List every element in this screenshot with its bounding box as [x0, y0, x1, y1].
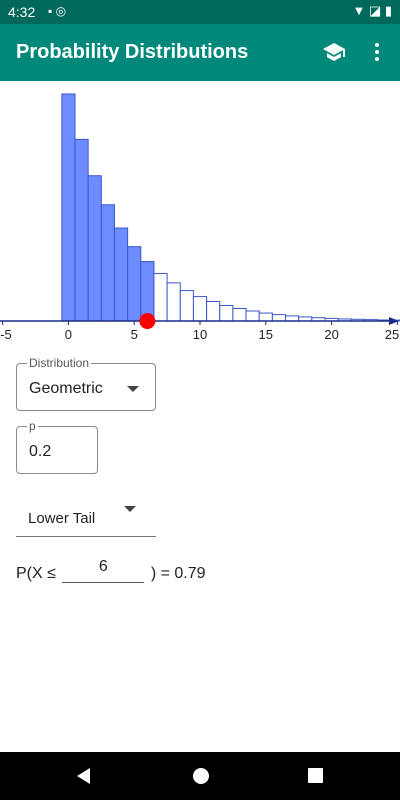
pmf-bar: [74, 138, 89, 322]
x-tick-label: 0: [65, 327, 72, 342]
status-time: 4:32: [8, 4, 36, 20]
distribution-label: Distribution: [27, 356, 92, 370]
distribution-chart[interactable]: -5 0 5 10 15 20 25: [0, 81, 400, 351]
pmf-bar: [100, 204, 115, 322]
pmf-bar: [232, 308, 247, 322]
status-bar: 4:32 ▪ ◎ ▼ ◪ ▮: [0, 0, 400, 24]
pmf-bar: [192, 296, 208, 322]
x-tick-label: 25: [385, 327, 399, 342]
distribution-select[interactable]: Distribution Geometric: [16, 356, 156, 411]
status-notification-icons: ▪ ◎: [48, 4, 67, 18]
pmf-bar: [179, 290, 194, 322]
app-title: Probability Distributions: [16, 41, 249, 63]
pmf-bar: [166, 282, 181, 322]
x-tick-label: 20: [324, 327, 338, 342]
pmf-bar: [285, 315, 300, 322]
tail-select[interactable]: Lower Tail: [16, 500, 156, 537]
probability-result: ) = 0.79: [150, 565, 206, 582]
school-icon[interactable]: [320, 38, 348, 66]
parameter-p-value: 0.2: [29, 443, 52, 460]
parameter-p-label: p: [27, 419, 38, 433]
x-tick-label: 5: [131, 327, 138, 342]
tail-value: Lower Tail: [28, 510, 96, 527]
pmf-bar: [206, 300, 221, 322]
pmf-bar: [87, 175, 102, 322]
parameter-p-field[interactable]: p 0.2: [16, 419, 98, 474]
probability-prefix: P(X ≤: [16, 565, 56, 582]
probability-expression: P(X ≤ 6 ) = 0.79: [16, 558, 206, 583]
x-axis-arrow: [389, 317, 399, 325]
pmf-bar: [140, 261, 155, 322]
x-value-marker[interactable]: [139, 313, 156, 329]
pmf-bar: [113, 227, 129, 322]
pmf-bar: [258, 312, 273, 322]
status-system-icons: ▼ ◪ ▮: [352, 3, 392, 18]
nav-bar: [0, 752, 400, 800]
pmf-bar: [219, 304, 234, 322]
pmf-bar: [245, 310, 260, 322]
more-vert-icon[interactable]: [363, 38, 391, 66]
x-value: 6: [98, 558, 108, 575]
x-tick-label: 10: [193, 327, 207, 342]
pmf-bar: [61, 93, 76, 322]
x-tick-label: -5: [0, 327, 12, 342]
x-value-input[interactable]: 6: [62, 558, 145, 583]
pmf-bar: [153, 272, 168, 322]
app-bar: Probability Distributions: [0, 24, 400, 81]
chevron-down-icon: [127, 386, 139, 392]
chevron-down-icon: [124, 506, 136, 512]
distribution-value: Geometric: [29, 380, 103, 397]
x-tick-label: 15: [259, 327, 273, 342]
home-icon[interactable]: [191, 766, 211, 791]
back-icon[interactable]: [74, 766, 94, 791]
pmf-bar: [271, 314, 287, 322]
recents-icon[interactable]: [307, 766, 325, 791]
pmf-bar: [127, 246, 142, 322]
distribution-chart-svg: -5 0 5 10 15 20 25: [0, 93, 400, 342]
